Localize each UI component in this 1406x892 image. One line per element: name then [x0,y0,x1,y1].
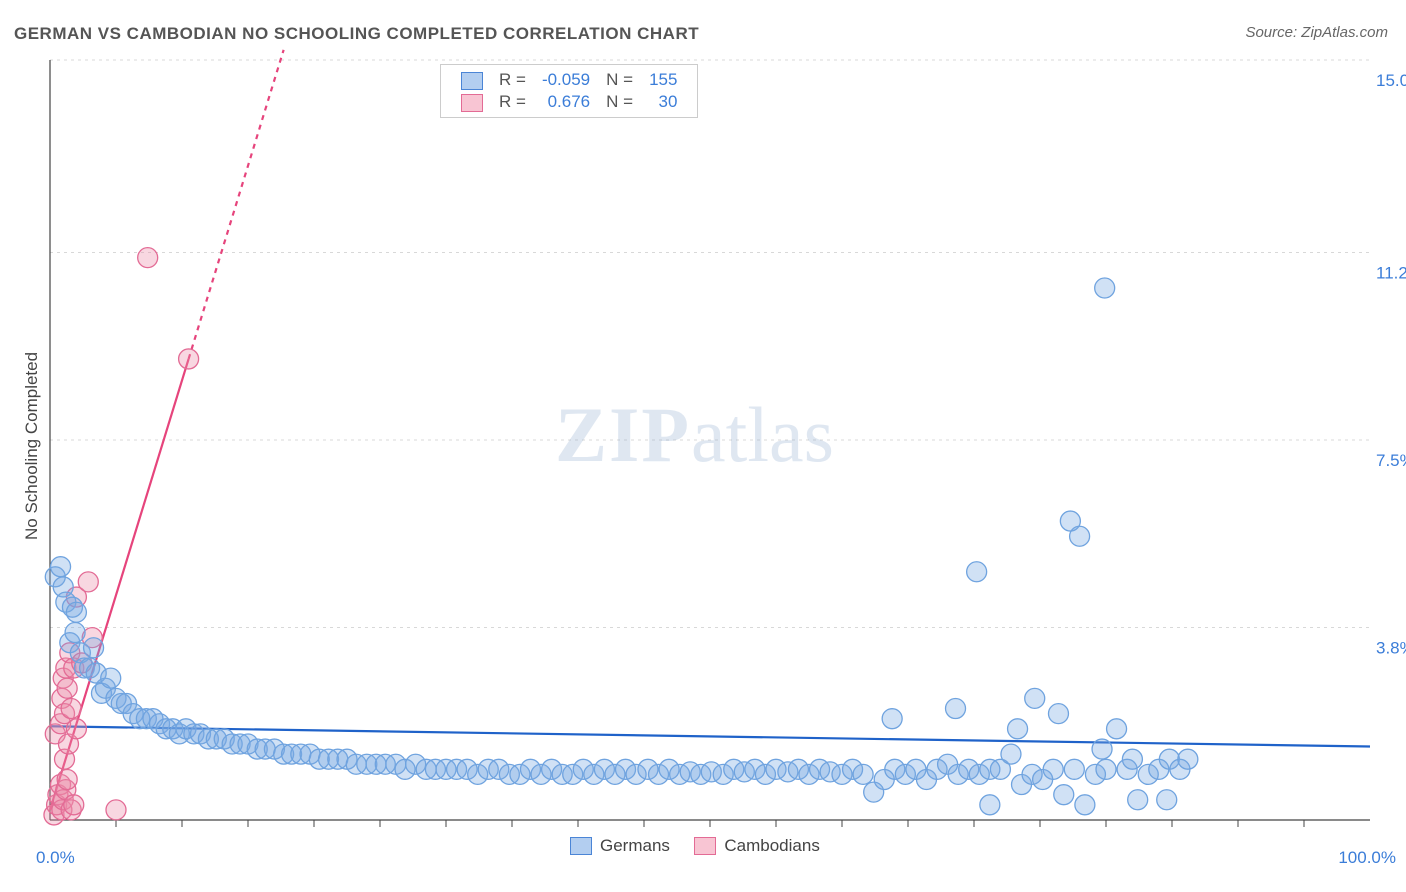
legend-stats-row-1: R = -0.059 N = 155 [453,69,685,91]
legend-item-germans: Germans [570,836,670,856]
svg-text:7.5%: 7.5% [1376,451,1406,470]
n-label: N = [598,69,641,91]
swatch-blue [461,72,483,90]
r-label: R = [491,69,534,91]
r-value-blue: -0.059 [534,69,598,91]
r-value-pink: 0.676 [534,91,598,113]
svg-text:11.2%: 11.2% [1376,264,1406,283]
swatch-pink [461,94,483,112]
swatch-germans [570,837,592,855]
n-value-pink: 30 [641,91,685,113]
legend-stats: R = -0.059 N = 155 R = 0.676 N = 30 [440,64,698,118]
swatch-cambodians [694,837,716,855]
legend-item-cambodians: Cambodians [694,836,819,856]
x-axis-max-label: 100.0% [1338,848,1396,868]
chart-svg: 3.8% 7.5% 11.2% 15.0% [0,0,1406,892]
legend-stats-row-2: R = 0.676 N = 30 [453,91,685,113]
svg-text:3.8%: 3.8% [1376,638,1406,657]
chart-container: GERMAN VS CAMBODIAN NO SCHOOLING COMPLET… [0,0,1406,892]
svg-text:15.0%: 15.0% [1376,71,1406,90]
legend-label-cambodians: Cambodians [724,836,819,856]
legend-label-germans: Germans [600,836,670,856]
legend-series: Germans Cambodians [560,836,830,860]
x-axis-min-label: 0.0% [36,848,75,868]
n-value-blue: 155 [641,69,685,91]
